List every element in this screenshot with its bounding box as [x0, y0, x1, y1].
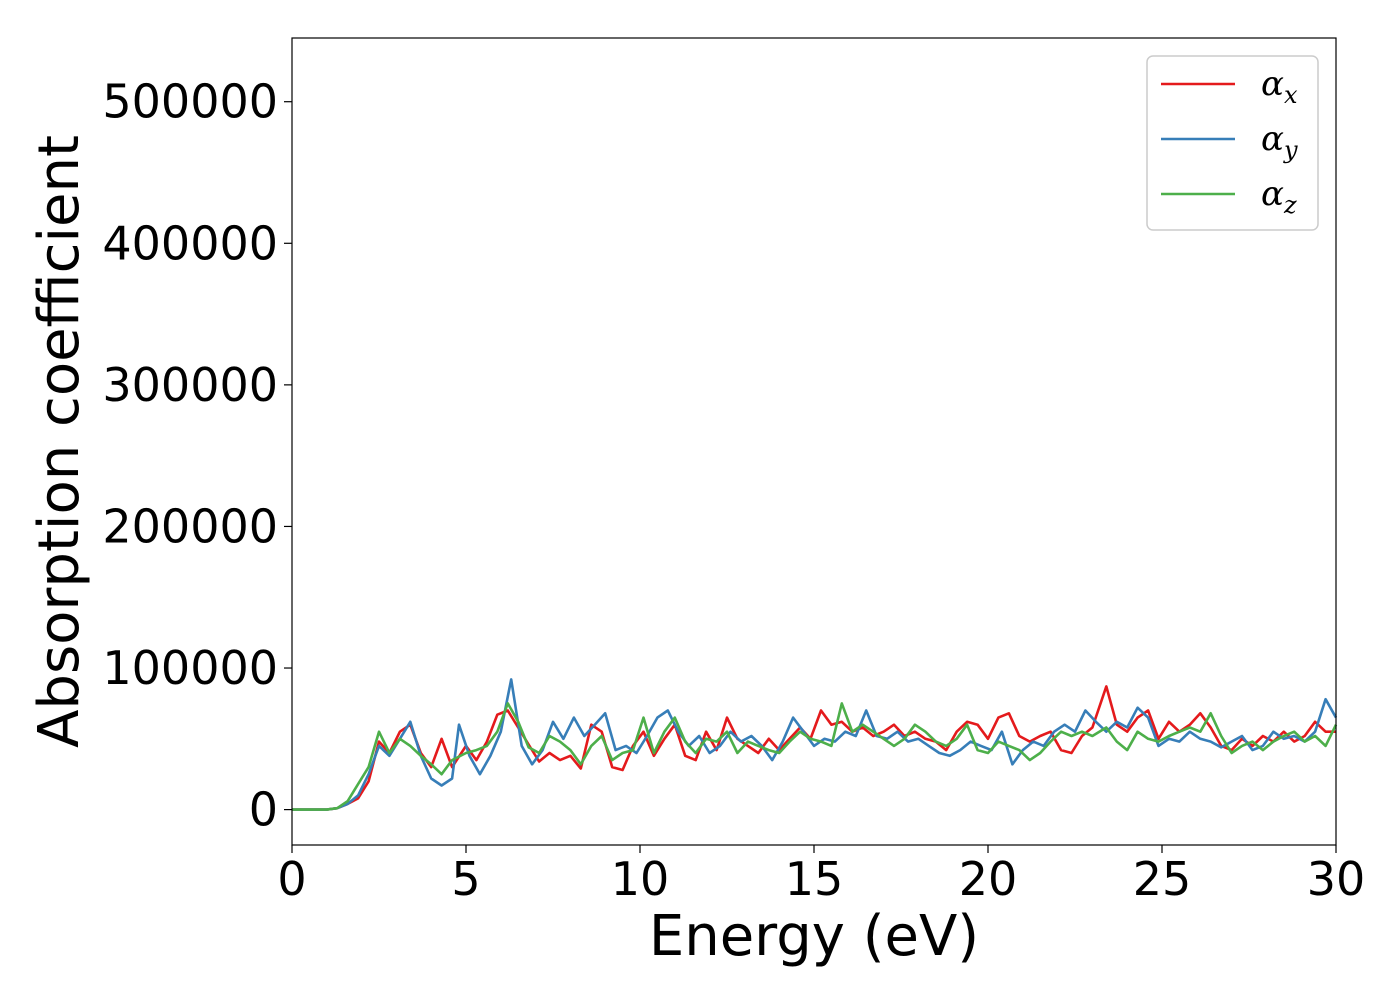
y-axis-label: Absorption coefficient: [27, 135, 92, 748]
x-tick-label: 20: [959, 852, 1018, 906]
x-tick-label: 15: [785, 852, 844, 906]
series-line-z: [292, 702, 1338, 811]
series-line-y: [292, 678, 1338, 811]
y-tick-label: 200000: [102, 499, 278, 553]
x-tick-label: 10: [611, 852, 670, 906]
y-tick-label: 500000: [102, 75, 278, 129]
legend-label-x: αx: [1261, 64, 1298, 109]
series-line-x: [292, 685, 1336, 811]
x-tick-label: 0: [277, 852, 306, 906]
x-axis-label: Energy (eV): [649, 904, 979, 969]
legend: αx αy αz: [1146, 55, 1319, 231]
y-tick-label: 100000: [102, 641, 278, 695]
y-tick-label: 0: [249, 783, 278, 837]
legend-box: [1146, 55, 1319, 231]
x-tick-label: 5: [451, 852, 480, 906]
legend-label-z: αz: [1261, 174, 1297, 219]
y-tick-label: 400000: [102, 216, 278, 270]
x-axis-ticks: 0 5 10 15 20 25 30: [277, 845, 1365, 906]
series-lines: [292, 678, 1338, 811]
legend-label-y: αy: [1261, 119, 1298, 164]
x-tick-label: 25: [1133, 852, 1192, 906]
x-tick-label: 30: [1307, 852, 1366, 906]
y-axis-ticks: 0 100000 200000 300000 400000 500000: [102, 75, 292, 837]
y-tick-label: 300000: [102, 358, 278, 412]
